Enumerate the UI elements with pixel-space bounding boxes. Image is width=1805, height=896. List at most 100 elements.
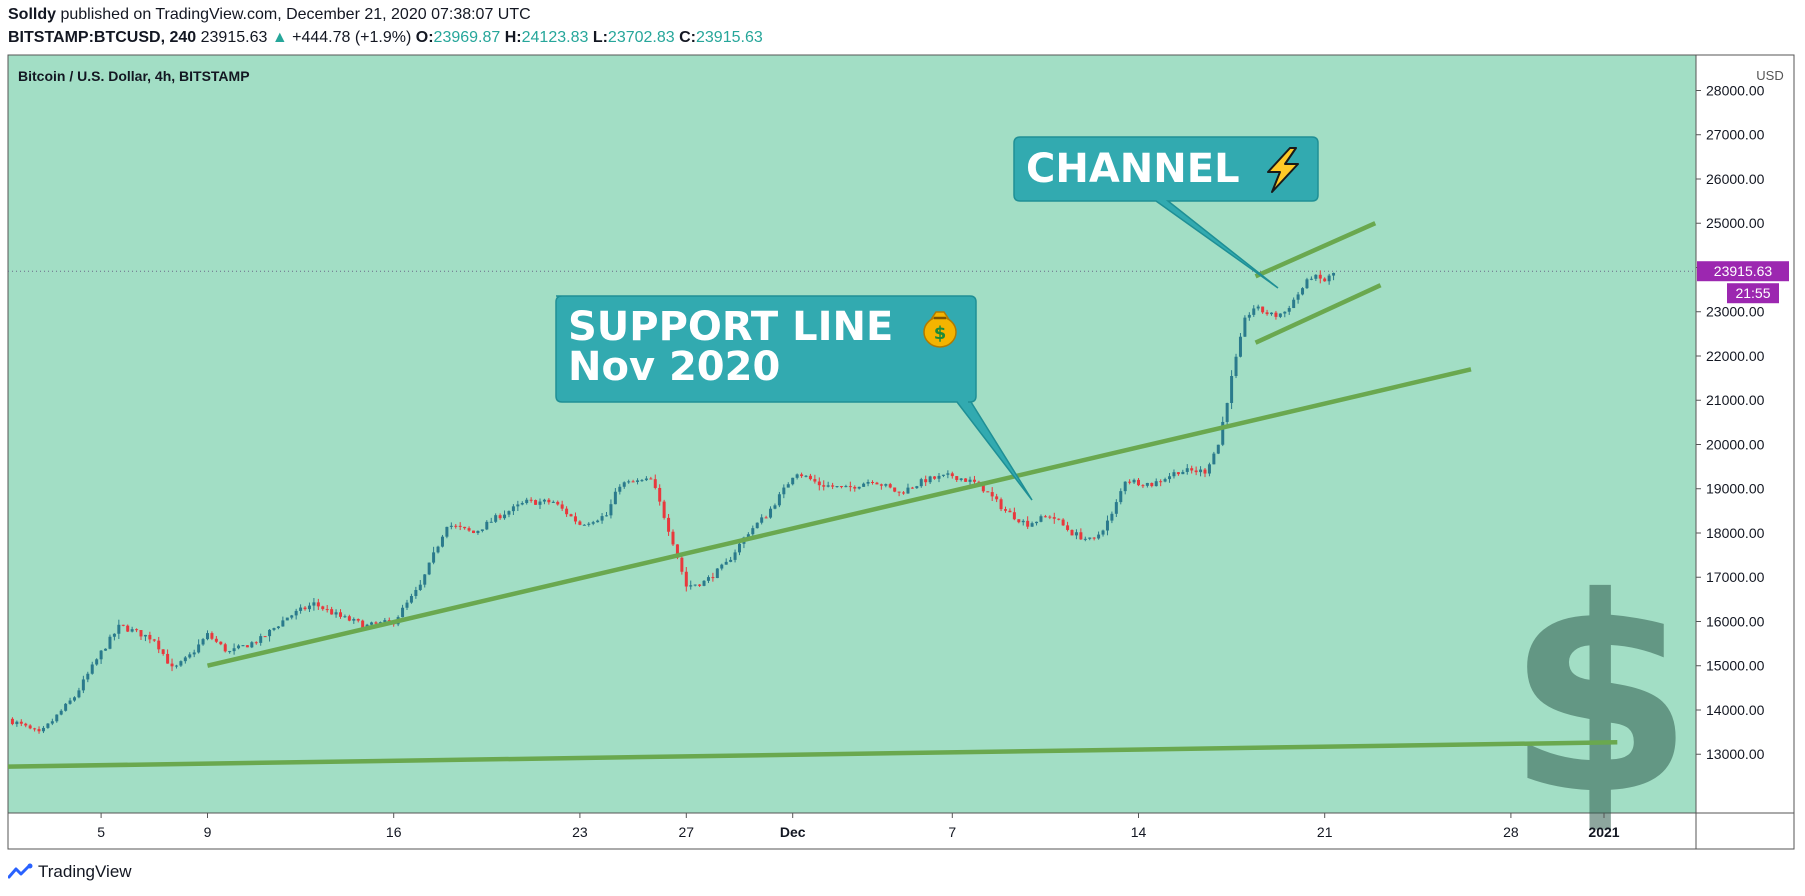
candle-body: [276, 626, 280, 629]
candle-body: [618, 486, 622, 492]
candle-body: [826, 485, 830, 487]
candle-body: [463, 526, 467, 529]
candle-body: [223, 644, 227, 652]
symbol-label[interactable]: BITSTAMP:BTCUSD, 240: [8, 29, 197, 46]
candle-body: [622, 482, 626, 487]
candle-body: [1043, 516, 1047, 518]
candle-body: [59, 710, 63, 715]
price-chart[interactable]: USD $ 13000.00 14000.00 15000.00 16000.00 17…: [0, 0, 1805, 860]
candle-body: [1221, 421, 1225, 445]
candle-body: [1230, 376, 1234, 403]
tradingview-logo[interactable]: TradingView: [8, 862, 132, 882]
candle-body: [1070, 529, 1074, 536]
price-axis[interactable]: [1696, 55, 1794, 813]
price-tick-label: 17000.00: [1706, 569, 1765, 585]
last-price: 23915.63: [200, 29, 268, 46]
candle-body: [321, 606, 325, 610]
support-line[interactable]: [206, 367, 1472, 668]
candle-body: [485, 521, 489, 530]
candle-body: [746, 534, 750, 538]
currency-label[interactable]: USD: [1756, 68, 1783, 83]
time-axis[interactable]: [8, 813, 1696, 849]
price-tick-label: 22000.00: [1706, 348, 1765, 364]
candle-body: [409, 596, 413, 603]
countdown-badge: [1727, 283, 1779, 304]
candle-body: [773, 505, 777, 509]
channel-callout-text: CHANNEL: [1026, 146, 1240, 192]
candle-body: [777, 494, 781, 506]
candle-body: [330, 609, 334, 615]
candle-body: [804, 475, 808, 477]
candle-body: [959, 478, 963, 480]
candle-body: [1243, 317, 1247, 337]
candle-body: [1150, 482, 1154, 487]
candle-body: [339, 612, 342, 617]
candle-body: [1132, 479, 1136, 483]
candle-body: [764, 517, 768, 519]
price-tick-label: 15000.00: [1706, 658, 1765, 674]
candle-body: [600, 516, 604, 521]
candle-body: [1061, 519, 1065, 526]
candle-body: [990, 492, 994, 497]
candle-body: [675, 544, 679, 558]
last-price-badge-label: 23915.63: [1714, 263, 1773, 279]
candle-body: [325, 609, 329, 611]
candle-body: [866, 482, 870, 484]
plot-area[interactable]: [8, 55, 1696, 813]
candle-body: [174, 665, 178, 667]
candle-body: [374, 622, 378, 624]
support-callout-box: [555, 295, 1033, 501]
author-name[interactable]: Solldy: [8, 6, 57, 23]
channel-upper[interactable]: [1254, 221, 1377, 279]
candle-body: [281, 620, 285, 627]
candle-body: [738, 543, 741, 553]
candle-body: [689, 585, 693, 587]
publish-info: Solldy published on TradingView.com, Dec…: [8, 6, 531, 24]
candle-body: [245, 645, 249, 648]
price-tick-label: 26000.00: [1706, 171, 1765, 187]
candle-body: [769, 508, 773, 518]
candle-body: [1314, 274, 1318, 279]
channel-lower[interactable]: [1254, 283, 1382, 345]
candle-body: [649, 478, 653, 480]
candle-body: [609, 504, 613, 516]
candle-body: [352, 619, 356, 621]
candle-body: [680, 557, 684, 572]
candle-body: [312, 602, 316, 606]
long-term-support[interactable]: [7, 740, 1618, 769]
candle-body: [232, 648, 236, 652]
candle-body: [10, 718, 14, 725]
candle-body: [1265, 312, 1269, 315]
candle-body: [1110, 513, 1114, 521]
candle-body: [808, 475, 812, 480]
candle-body: [627, 481, 631, 483]
candle-body: [1247, 314, 1251, 318]
candle-body: [658, 487, 662, 502]
candle-body: [179, 661, 183, 666]
time-tick-label: 23: [572, 824, 588, 840]
candle-body: [640, 480, 644, 482]
candle-body: [968, 479, 972, 482]
candle-body: [68, 700, 72, 704]
candle-body: [1114, 502, 1118, 514]
support-callout[interactable]: SUPPORT LINE Nov 2020 $: [555, 295, 1033, 501]
candle-body: [556, 501, 560, 505]
candle-body: [542, 499, 546, 502]
candle-body: [995, 496, 999, 500]
time-tick-label: 16: [386, 824, 402, 840]
candle-body: [104, 648, 108, 651]
candle-body: [188, 654, 192, 658]
candle-body: [582, 524, 586, 526]
candle-body: [729, 559, 733, 562]
candle-body: [941, 474, 945, 476]
candle-body: [933, 476, 937, 479]
candle-body: [706, 577, 710, 581]
time-tick-label: 7: [948, 824, 956, 840]
candle-body: [1119, 491, 1123, 503]
candle-body: [316, 602, 320, 607]
candle-body: [237, 645, 241, 649]
candle-body: [813, 479, 817, 482]
candle-body: [1154, 481, 1158, 487]
candle-body: [893, 487, 897, 492]
channel-callout[interactable]: CHANNEL: [1013, 136, 1319, 289]
